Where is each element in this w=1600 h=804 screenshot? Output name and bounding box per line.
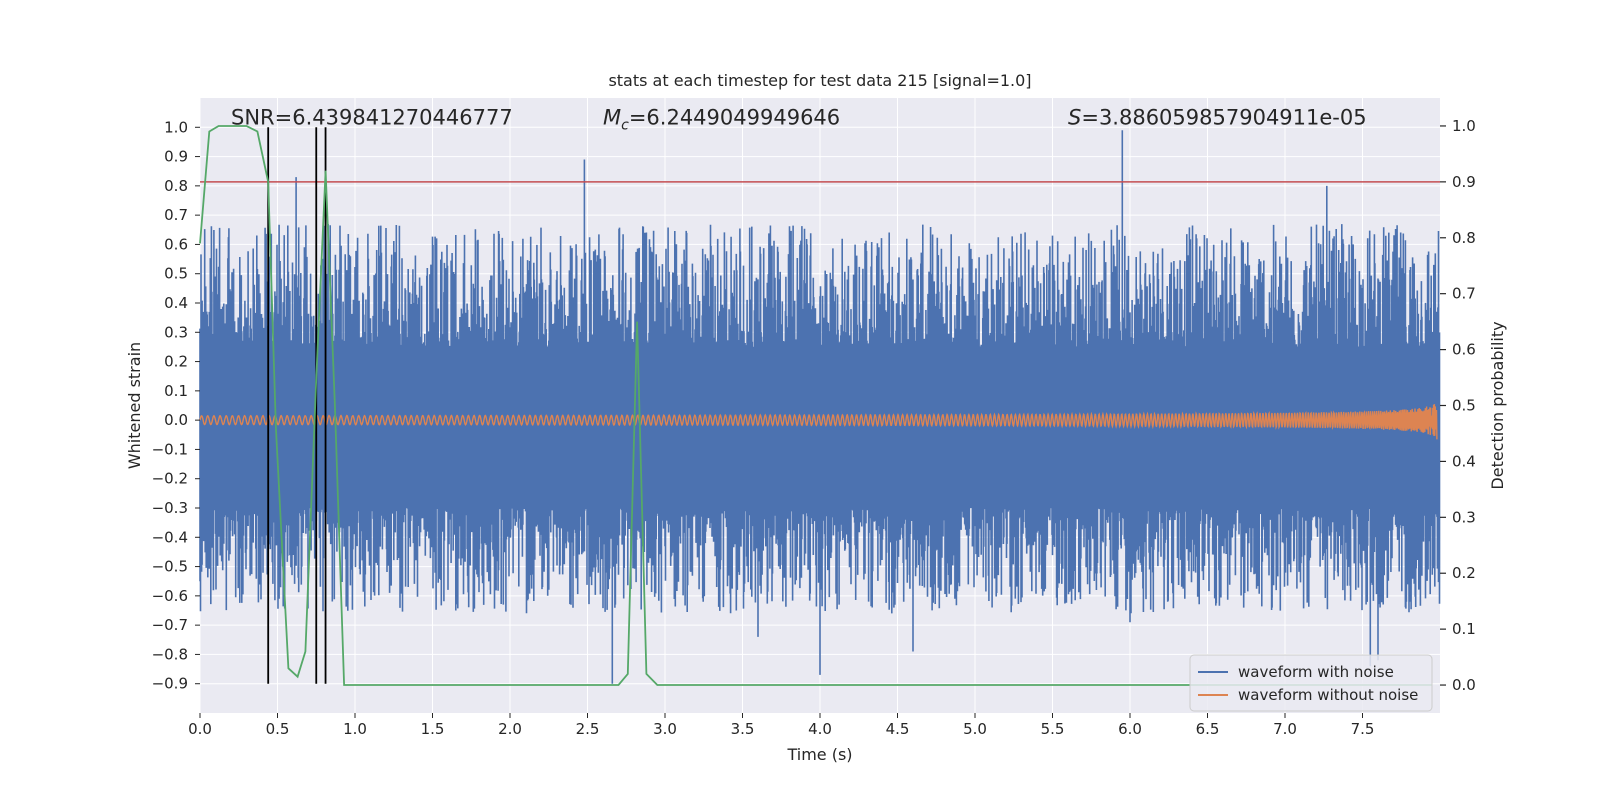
y2-tick-label: 0.9: [1452, 173, 1476, 191]
y2-tick-label: 0.3: [1452, 508, 1476, 526]
y-tick-label: −0.1: [152, 440, 188, 458]
y-tick-label: −0.3: [152, 499, 188, 517]
probability-layer: [199, 125, 1433, 686]
y2-tick-label: 0.5: [1452, 397, 1476, 415]
series-detection-probability: [199, 125, 1433, 686]
y-tick-label: −0.6: [152, 587, 188, 605]
x-tick-label: 4.5: [886, 720, 910, 738]
chirp-mass-value: =6.2449049949646: [629, 105, 840, 129]
y2-tick-label: 0.6: [1452, 341, 1476, 359]
x-tick-label: 6.5: [1196, 720, 1220, 738]
y-tick-label: −0.5: [152, 558, 188, 576]
x-tick-label: 7.0: [1273, 720, 1297, 738]
x-axis-label: Time (s): [786, 745, 852, 764]
y-tick-label: 0.1: [164, 382, 188, 400]
s-statistic-symbol: S: [1068, 105, 1081, 129]
s-statistic-value: =3.886059857904911e-05: [1081, 105, 1366, 129]
x-tick-label: 5.0: [963, 720, 987, 738]
x-tick-label: 0.0: [188, 720, 212, 738]
y-tick-label: 0.0: [164, 411, 188, 429]
y-tick-label: 0.2: [164, 353, 188, 371]
y-tick-label: −0.9: [152, 675, 188, 693]
legend-label-noise: waveform with noise: [1238, 663, 1394, 681]
y-tick-label: 0.6: [164, 235, 188, 253]
y-tick-label: 0.7: [164, 206, 188, 224]
s-statistic-annotation: S=3.886059857904911e-05: [1068, 105, 1367, 129]
snr-annotation: SNR=6.439841270446777: [231, 105, 513, 129]
x-axis-ticks: 0.0 0.5 1.0 1.5 2.0 2.5 3.0 3.5 4.0 4.5 5.0 5.5 6.0 6…: [188, 713, 1374, 738]
x-tick-label: 3.5: [731, 720, 755, 738]
x-tick-label: 2.0: [498, 720, 522, 738]
y-tick-label: 0.9: [164, 148, 188, 166]
x-tick-label: 2.5: [576, 720, 600, 738]
y-tick-label: 0.8: [164, 177, 188, 195]
y-axis-ticks: 1.0 0.9 0.8 0.7 0.6 0.5 0.4 0.3 0.2 0.1 0.0 −0.1 −0.…: [152, 118, 200, 693]
x-tick-label: 7.5: [1351, 720, 1375, 738]
chart-title: stats at each timestep for test data 215…: [608, 71, 1031, 90]
series-layer: [199, 130, 1441, 684]
y2-tick-label: 1.0: [1452, 117, 1476, 135]
y2-tick-label: 0.4: [1452, 452, 1476, 470]
y2-tick-label: 0.7: [1452, 285, 1476, 303]
y2-axis-label: Detection probability: [1488, 321, 1507, 489]
y-tick-label: 0.4: [164, 294, 188, 312]
x-tick-label: 1.5: [421, 720, 445, 738]
legend-label-clean: waveform without noise: [1238, 686, 1418, 704]
chirp-mass-symbol: M: [603, 105, 621, 129]
chirp-mass-annotation: Mc=6.2449049949646: [603, 105, 840, 133]
y2-tick-label: 0.8: [1452, 229, 1476, 247]
y-tick-label: 0.5: [164, 265, 188, 283]
chirp-mass-subscript: c: [621, 117, 629, 133]
series-waveform-without-noise: [199, 404, 1438, 440]
y-tick-label: 0.3: [164, 323, 188, 341]
legend-box: [1189, 654, 1433, 712]
y-axis-label: Whitened strain: [125, 342, 144, 469]
y2-tick-label: 0.0: [1452, 676, 1476, 694]
vertical-markers: [267, 127, 327, 684]
y2-axis-ticks: 1.0 0.9 0.8 0.7 0.6 0.5 0.4 0.3 0.2 0.1 0.0: [1440, 117, 1476, 694]
x-tick-label: 5.5: [1041, 720, 1065, 738]
legend: waveform with noise waveform without noi…: [1189, 654, 1433, 712]
x-tick-label: 0.5: [266, 720, 290, 738]
y-tick-label: −0.8: [152, 645, 188, 663]
y-tick-label: −0.2: [152, 470, 188, 488]
x-tick-label: 1.0: [343, 720, 367, 738]
y-tick-label: −0.4: [152, 528, 188, 546]
y2-tick-label: 0.1: [1452, 620, 1476, 638]
x-tick-label: 6.0: [1118, 720, 1142, 738]
y-tick-label: 1.0: [164, 118, 188, 136]
y-tick-label: −0.7: [152, 616, 188, 634]
x-tick-label: 4.0: [808, 720, 832, 738]
x-tick-label: 3.0: [653, 720, 677, 738]
y2-tick-label: 0.2: [1452, 564, 1476, 582]
